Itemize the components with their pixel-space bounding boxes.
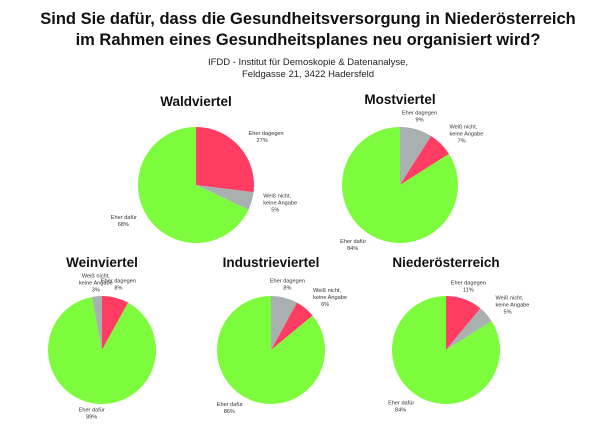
slice-label: Weiß nicht, keine Angabe 5% xyxy=(496,295,530,315)
slice-label: Eher dafür 86% xyxy=(217,402,243,415)
slice-label: Eher dagegen 8% xyxy=(101,279,136,292)
pie-slice xyxy=(400,127,432,185)
slice-label: Eher dafür 89% xyxy=(79,408,105,421)
slice-label: Eher dagegen 8% xyxy=(270,279,305,292)
pie-title: Industrieviertel xyxy=(223,255,320,270)
pie-niederösterreich: Niederösterreich Eher dagegen 11% Weiß nich… xyxy=(388,255,529,413)
slice-label: Eher dafür 68% xyxy=(111,215,137,228)
pie-title: Niederösterreich xyxy=(392,255,499,270)
pie-title: Weinviertel xyxy=(66,255,138,270)
slice-label: Eher dafür 84% xyxy=(388,400,414,413)
pie-slice xyxy=(446,296,481,350)
slice-label: Weiß nicht, keine Angabe 7% xyxy=(449,125,483,145)
slice-label: Eher dafür 84% xyxy=(340,239,366,252)
pie-slice xyxy=(271,296,298,350)
pie-title: Mostviertel xyxy=(364,92,435,107)
pie-title: Waldviertel xyxy=(160,94,232,109)
slice-label: Weiß nicht, keine Angabe 6% xyxy=(313,288,347,308)
pie-slice xyxy=(446,308,492,350)
chart-subtitle-line-2: Feldgasse 21, 3422 Hadersfeld xyxy=(242,69,374,80)
pie-slice xyxy=(137,127,249,243)
pie-slice xyxy=(392,296,501,404)
pie-slice xyxy=(47,296,156,404)
chart-title-line-2: im Rahmen eines Gesundheitsplanes neu or… xyxy=(76,31,541,49)
pie-slice xyxy=(217,296,325,404)
pie-slice xyxy=(400,136,449,185)
slice-label: Weiß nicht, keine Angabe 5% xyxy=(263,194,297,214)
pie-slice xyxy=(341,127,458,243)
slice-label: Eher dagegen 9% xyxy=(402,110,437,123)
pie-slice xyxy=(91,296,102,350)
chart-subtitle-line-1: IFDD - Institut für Demoskopie & Datenan… xyxy=(208,57,408,68)
pie-slice xyxy=(102,296,129,350)
pie-industrieviertel: Industrieviertel Eher dagegen 8% Weiß nicht… xyxy=(217,255,347,415)
chart-title-line-1: Sind Sie dafür, dass die Gesundheitsvers… xyxy=(40,10,575,28)
pie-mostviertel: Mostviertel Eher dagegen 9% Weiß nicht, kein… xyxy=(340,92,483,252)
pie-slice xyxy=(196,185,254,210)
pie-slice xyxy=(271,302,313,350)
pie-slice xyxy=(196,127,254,193)
slice-label: Eher dagegen 11% xyxy=(451,280,486,293)
pie-weinviertel: Weinviertel Eher dagegen 8% Eher dafür 89% We… xyxy=(47,255,156,421)
slice-label: Eher dagegen 27% xyxy=(249,131,284,144)
slice-label: Weiß nicht, keine Angabe 3% xyxy=(79,273,113,293)
pie-waldviertel: Waldviertel Eher dagegen 27% Weiß nicht, kei… xyxy=(111,94,297,243)
